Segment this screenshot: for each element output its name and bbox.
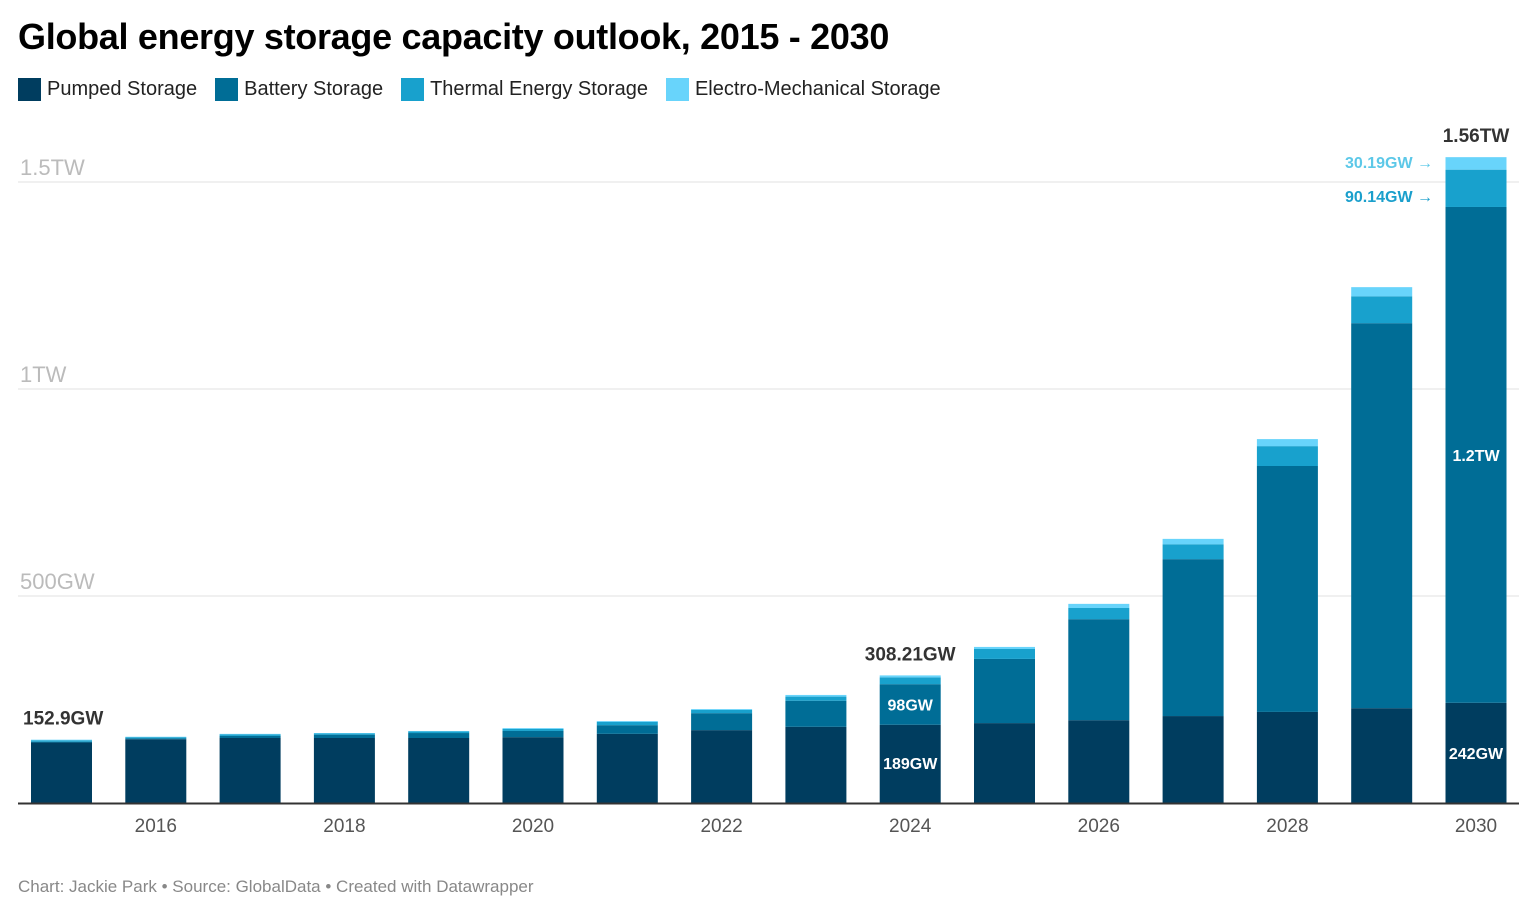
bar-segment	[31, 741, 92, 743]
bar-segment	[1256, 439, 1318, 447]
bar-segment	[125, 737, 187, 739]
bar-segment	[408, 733, 470, 739]
y-tick-label: 1.5TW	[20, 155, 85, 180]
chart-footer: Chart: Jackie Park • Source: GlobalData …	[18, 877, 534, 896]
bar-segment	[1256, 711, 1318, 803]
bar-segment	[596, 733, 658, 803]
legend-item: Thermal Energy Storage	[401, 78, 648, 101]
bar-segment	[313, 738, 375, 803]
total-label: 1.56TW	[1443, 126, 1510, 147]
segment-label: 242GW	[1449, 746, 1504, 763]
segment-label: 189GW	[883, 756, 938, 773]
total-label: 308.21GW	[865, 644, 956, 665]
bar-segment	[1351, 296, 1413, 324]
legend-label: Thermal Energy Storage	[430, 78, 648, 100]
segment-label: 1.2TW	[1452, 448, 1500, 465]
legend-swatch	[401, 78, 425, 101]
bar-segment	[879, 684, 941, 725]
legend-swatch	[665, 78, 689, 101]
bar-segment	[785, 694, 847, 697]
legend-item: Battery Storage	[215, 78, 383, 101]
arrow-annotation: 30.19GW →	[1345, 155, 1433, 172]
bar-segment	[785, 726, 847, 803]
bar-segment	[219, 735, 281, 739]
x-tick-label: 2028	[1266, 816, 1308, 837]
x-tick-label: 2016	[135, 816, 177, 837]
bar-segment	[1351, 287, 1413, 297]
bar-segment	[502, 737, 564, 803]
bar-segment	[1351, 708, 1413, 803]
chart-title: Global energy storage capacity outlook, …	[18, 16, 890, 57]
bar-segment	[1162, 544, 1224, 560]
bar-segment	[219, 734, 281, 736]
legend-label: Battery Storage	[244, 78, 384, 100]
legend-item: Pumped Storage	[18, 78, 197, 101]
bar-segment	[313, 734, 375, 739]
bar-segment	[879, 724, 941, 803]
y-tick-label: 1TW	[20, 362, 67, 387]
total-label: 152.9GW	[23, 709, 103, 730]
bar-segment	[125, 739, 187, 803]
legend-item: Electro-Mechanical Storage	[665, 78, 941, 101]
bar-segment	[1445, 206, 1507, 703]
bar-segment	[691, 709, 753, 714]
bar-segment	[502, 728, 564, 731]
arrow-annotation: 90.14GW →	[1345, 189, 1433, 206]
bar-segment	[691, 730, 753, 803]
bar-segment	[31, 739, 92, 741]
bar-segment	[31, 742, 92, 803]
x-tick-label: 2018	[323, 816, 365, 837]
bar-segment	[31, 740, 92, 742]
bar-segment	[408, 731, 470, 734]
bar-segment	[1068, 608, 1130, 620]
legend-swatch	[215, 78, 239, 101]
bar-segment	[974, 723, 1035, 803]
bar-segment	[596, 721, 658, 722]
bar-segment	[596, 725, 658, 734]
bar-segment	[219, 738, 281, 803]
bar-segment	[1068, 603, 1130, 609]
bar-segment	[502, 728, 564, 729]
bar-segment	[879, 675, 941, 678]
bar-segment	[313, 733, 375, 735]
bar-segment	[1445, 702, 1507, 803]
bar-segment	[691, 709, 753, 710]
x-tick-label: 2022	[700, 816, 742, 837]
bar-segment	[1445, 157, 1507, 170]
bar-segment	[785, 700, 847, 727]
legend-label: Electro-Mechanical Storage	[694, 78, 941, 100]
x-tick-label: 2020	[512, 816, 554, 837]
x-tick-label: 2026	[1078, 816, 1120, 837]
bar-segment	[1351, 323, 1413, 709]
legend-label: Pumped Storage	[47, 78, 198, 100]
x-tick-label: 2024	[889, 816, 932, 837]
bar-segment	[1256, 446, 1318, 467]
y-tick-label: 500GW	[20, 569, 95, 594]
bar-segment	[1256, 466, 1318, 712]
legend-swatch	[18, 78, 41, 101]
bar-segment	[408, 738, 470, 803]
bar-segment	[1068, 720, 1130, 803]
bar-segment	[1445, 169, 1507, 207]
bar-segment	[879, 677, 941, 685]
bar-segment	[1068, 619, 1130, 721]
bar-segment	[974, 658, 1035, 724]
bar-segment	[785, 696, 847, 701]
bar-segment	[596, 721, 658, 726]
bar-segment	[125, 738, 187, 740]
x-tick-label: 2030	[1455, 816, 1497, 837]
bar-segment	[1162, 538, 1224, 545]
bar-segment	[974, 646, 1035, 649]
bar-segment	[1162, 559, 1224, 717]
bar-segment	[1162, 716, 1224, 803]
bar-segment	[974, 648, 1035, 659]
bar-segment	[691, 713, 753, 731]
bar-segment	[502, 730, 564, 738]
segment-label: 98GW	[888, 697, 934, 714]
legend: Pumped Storage Battery Storage Thermal Ene…	[18, 78, 941, 101]
